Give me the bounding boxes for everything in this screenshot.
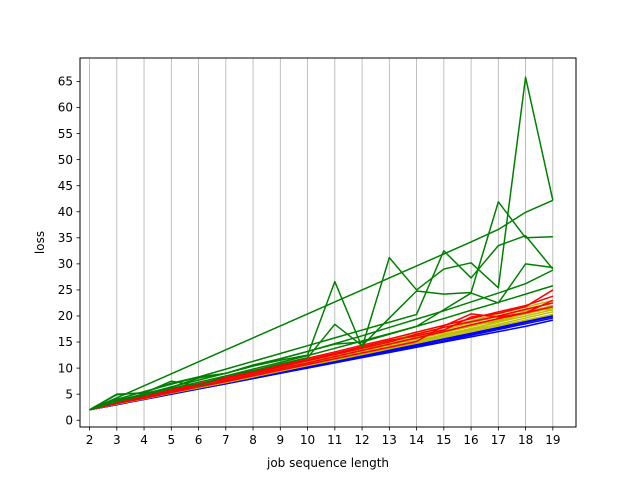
x-tick-label: 9 [276,433,284,447]
y-tick-label: 40 [58,205,73,219]
series-line-25 [89,199,554,411]
series-line-24 [89,234,554,411]
y-tick-label: 25 [58,283,73,297]
x-tick-label: 4 [140,433,148,447]
x-tick-label: 8 [249,433,257,447]
y-tick-label: 10 [58,361,73,375]
y-tick-label: 35 [58,231,73,245]
y-tick-label: 65 [58,75,73,89]
x-tick-label: 3 [113,433,121,447]
x-tick-label: 19 [545,433,560,447]
series-line-22 [89,76,554,411]
plot-frame [79,57,577,428]
x-tick-label: 6 [195,433,203,447]
x-tick-label: 12 [354,433,369,447]
x-tick-label: 11 [327,433,342,447]
y-tick-label: 20 [58,309,73,323]
x-tick-label: 2 [86,433,94,447]
x-tick-label: 18 [518,433,533,447]
series-layer [89,76,554,411]
x-tick-label: 15 [436,433,451,447]
x-tick-label: 10 [300,433,315,447]
y-axis-label: loss [33,231,47,254]
y-tick-label: 60 [58,101,73,115]
y-tick-label: 5 [65,387,73,401]
x-tick-label: 17 [491,433,506,447]
x-tick-label: 7 [222,433,230,447]
x-axis-label: job sequence length [266,456,389,470]
x-tick-label: 16 [463,433,478,447]
series-line-17 [89,299,554,411]
y-tick-label: 50 [58,153,73,167]
series-line-16 [89,295,554,411]
tick-layer: 2 3 4 5 6 7 8 9 10 11 12 13 14 15 16 17 18 19051015202530… [58,75,561,447]
y-tick-label: 30 [58,257,73,271]
y-tick-label: 55 [58,127,73,141]
y-tick-label: 15 [58,335,73,349]
x-tick-label: 14 [409,433,424,447]
x-tick-label: 13 [382,433,397,447]
y-tick-label: 0 [65,413,73,427]
x-tick-label: 5 [167,433,175,447]
series-line-19 [89,285,554,411]
series-line-18 [89,289,554,411]
y-tick-label: 45 [58,179,73,193]
